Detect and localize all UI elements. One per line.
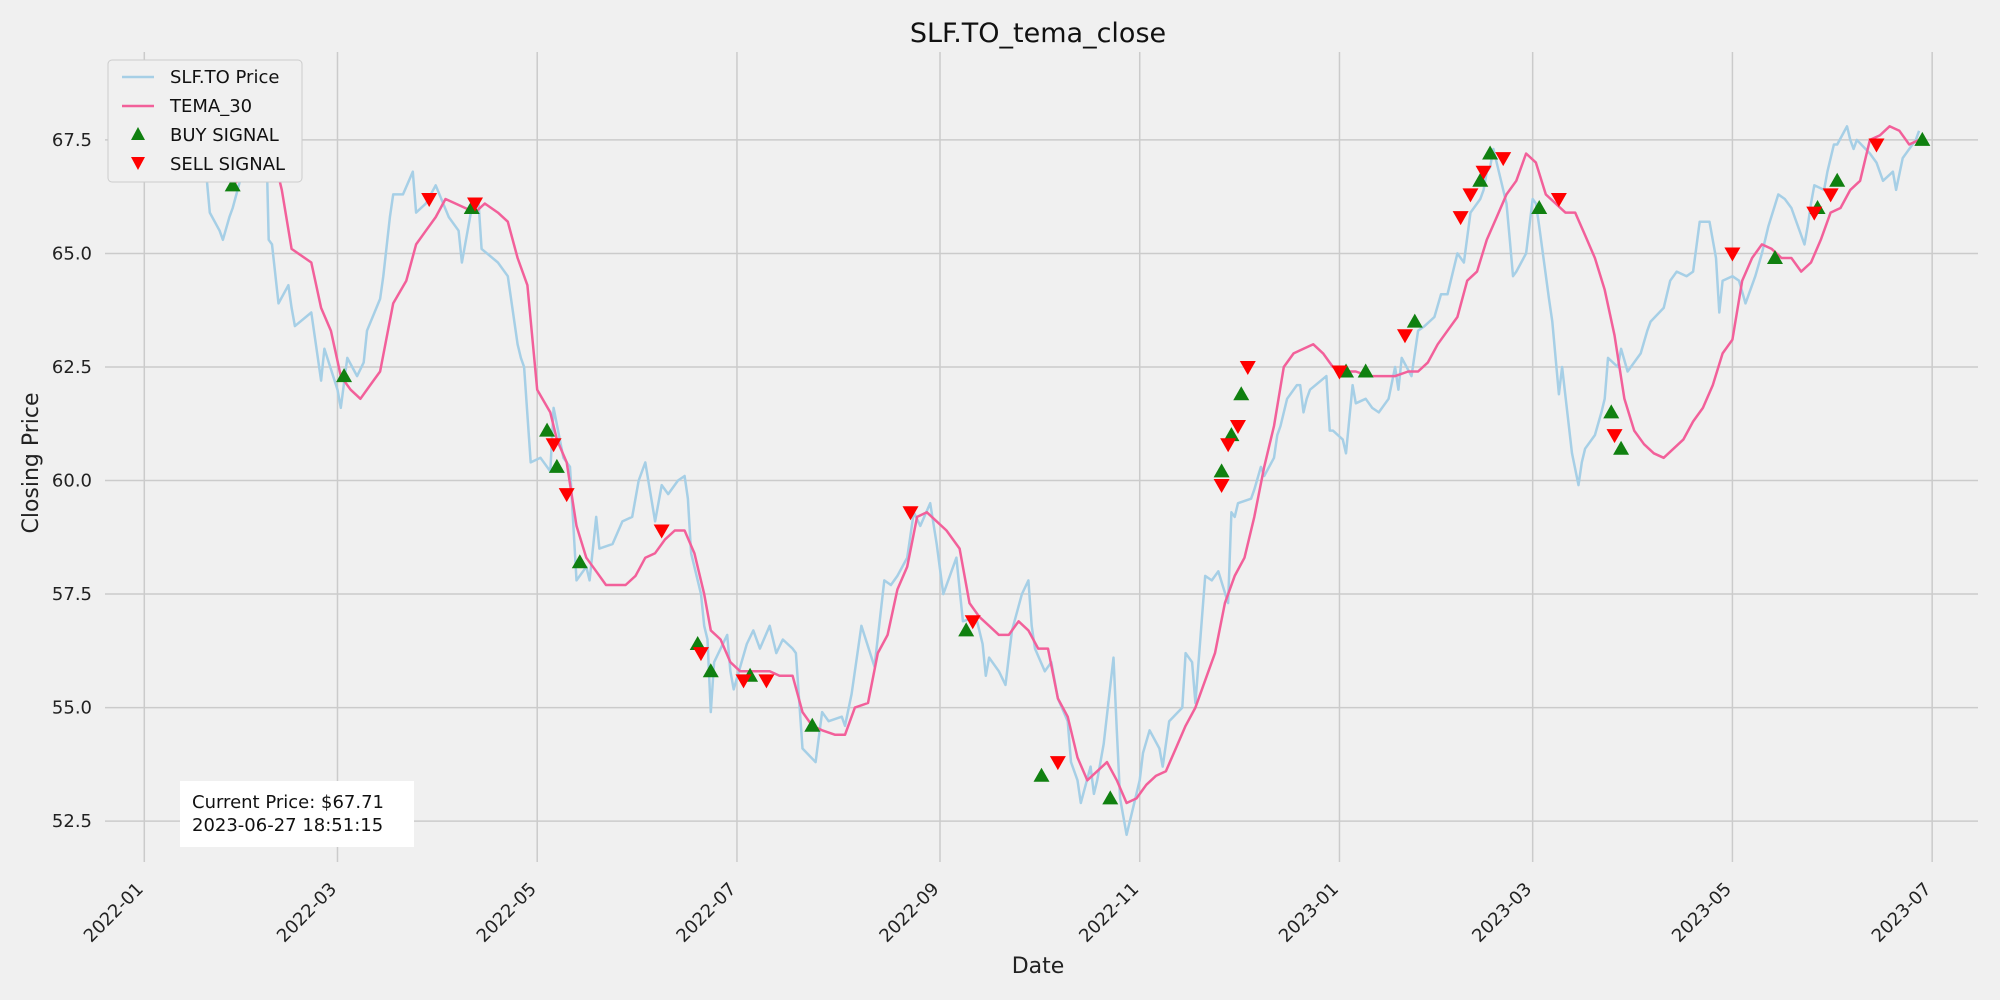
buy-signal-marker (224, 177, 241, 192)
chart-title: SLF.TO_tema_close (910, 18, 1166, 49)
y-tick-label: 55.0 (52, 698, 92, 719)
y-tick-label: 57.5 (52, 584, 92, 605)
sell-signal-marker (558, 488, 575, 503)
sell-signal-marker (1475, 165, 1492, 180)
buy-signal-marker (702, 663, 719, 678)
buy-signal-marker (1914, 131, 1931, 146)
buy-signal-marker (1033, 767, 1050, 782)
y-axis-label: Closing Price (19, 392, 44, 533)
sell-signal-marker (1806, 206, 1823, 221)
sell-signal-marker (545, 438, 562, 453)
buy-signal-marker (1223, 427, 1240, 442)
sell-signal-marker (421, 192, 438, 207)
sell-signal-marker (902, 506, 919, 521)
tema-line (189, 125, 1920, 805)
y-tick-label: 52.5 (52, 811, 92, 832)
buy-signal-marker (1102, 790, 1119, 805)
sell-signal-marker (1868, 138, 1885, 153)
info-box-background (180, 781, 414, 847)
sell-signal-marker (1049, 756, 1066, 771)
buy-signal-marker (1766, 249, 1783, 264)
sell-signal-marker (1213, 479, 1230, 494)
sell-signal-marker (1495, 152, 1512, 167)
buy-signal-marker (1472, 172, 1489, 187)
buy-signal-marker (1531, 200, 1548, 215)
buy-signal-marker (1406, 313, 1423, 328)
sell-signal-marker (758, 674, 775, 689)
buy-signal-marker (539, 422, 556, 437)
sell-signal-marker (964, 615, 981, 630)
buy-signal-marker (1613, 440, 1630, 455)
current-price-text: Current Price: $67.71 (192, 792, 384, 813)
legend-buy-marker (131, 127, 145, 140)
y-tick-label: 67.5 (52, 130, 92, 151)
sell-signal-marker (1452, 211, 1469, 226)
sell-signal-marker (1550, 192, 1567, 207)
buy-signal-marker (1829, 172, 1846, 187)
timestamp-text: 2023-06-27 18:51:15 (192, 815, 383, 836)
grid (105, 52, 1978, 862)
sell-signal-marker (735, 674, 752, 689)
sell-signal-marker (1724, 247, 1741, 262)
sell-signal-marker (1462, 188, 1479, 203)
sell-signal-marker (1396, 329, 1413, 344)
info-box: Current Price: $67.71 2023-06-27 18:51:1… (180, 781, 414, 847)
legend-sell-label: SELL SIGNAL (170, 154, 285, 175)
buy-signal-marker (1482, 145, 1499, 160)
buy-signal-marker (1233, 386, 1250, 401)
sell-signal-marker (1822, 188, 1839, 203)
buy-signal-marker (548, 458, 565, 473)
sell-signal-marker (653, 524, 670, 539)
x-axis-label: Date (1012, 954, 1065, 979)
buy-signal-marker (463, 200, 480, 215)
buy-signal-marker (958, 622, 975, 637)
legend-tema-label: TEMA_30 (169, 96, 252, 117)
sell-signal-marker (1606, 429, 1623, 444)
buy-signal-marker (1357, 363, 1374, 378)
legend-box (107, 59, 303, 183)
buy-signal-marker (1213, 463, 1230, 478)
legend-sell-marker (131, 157, 145, 170)
buy-signal-marker (1603, 404, 1620, 419)
legend-price-label: SLF.TO Price (170, 67, 279, 88)
legend: SLF.TO Price TEMA_30 BUY SIGNAL SELL SIG… (107, 59, 303, 183)
y-tick-label: 62.5 (52, 357, 92, 378)
legend-buy-label: BUY SIGNAL (170, 125, 279, 146)
y-axis-ticks: 52.5 55.0 57.5 60.0 62.5 65.0 67.5 (52, 130, 92, 832)
buy-signal-marker (804, 717, 821, 732)
sell-signal-marker (1239, 360, 1256, 375)
sell-signal-marker (692, 647, 709, 662)
sell-signal-marker (1229, 420, 1246, 435)
price-series (189, 102, 1921, 837)
sell-signal-marker (1331, 365, 1348, 380)
y-tick-label: 60.0 (52, 471, 92, 492)
buy-signal-marker (571, 554, 588, 569)
tema-series (189, 125, 1920, 805)
price-line (189, 102, 1921, 837)
sell-signal-marker (467, 197, 484, 212)
sell-signal-marker (1220, 438, 1237, 453)
y-tick-label: 65.0 (52, 243, 92, 264)
buy-signal-marker (336, 368, 353, 383)
buy-signal-marker (689, 636, 706, 651)
